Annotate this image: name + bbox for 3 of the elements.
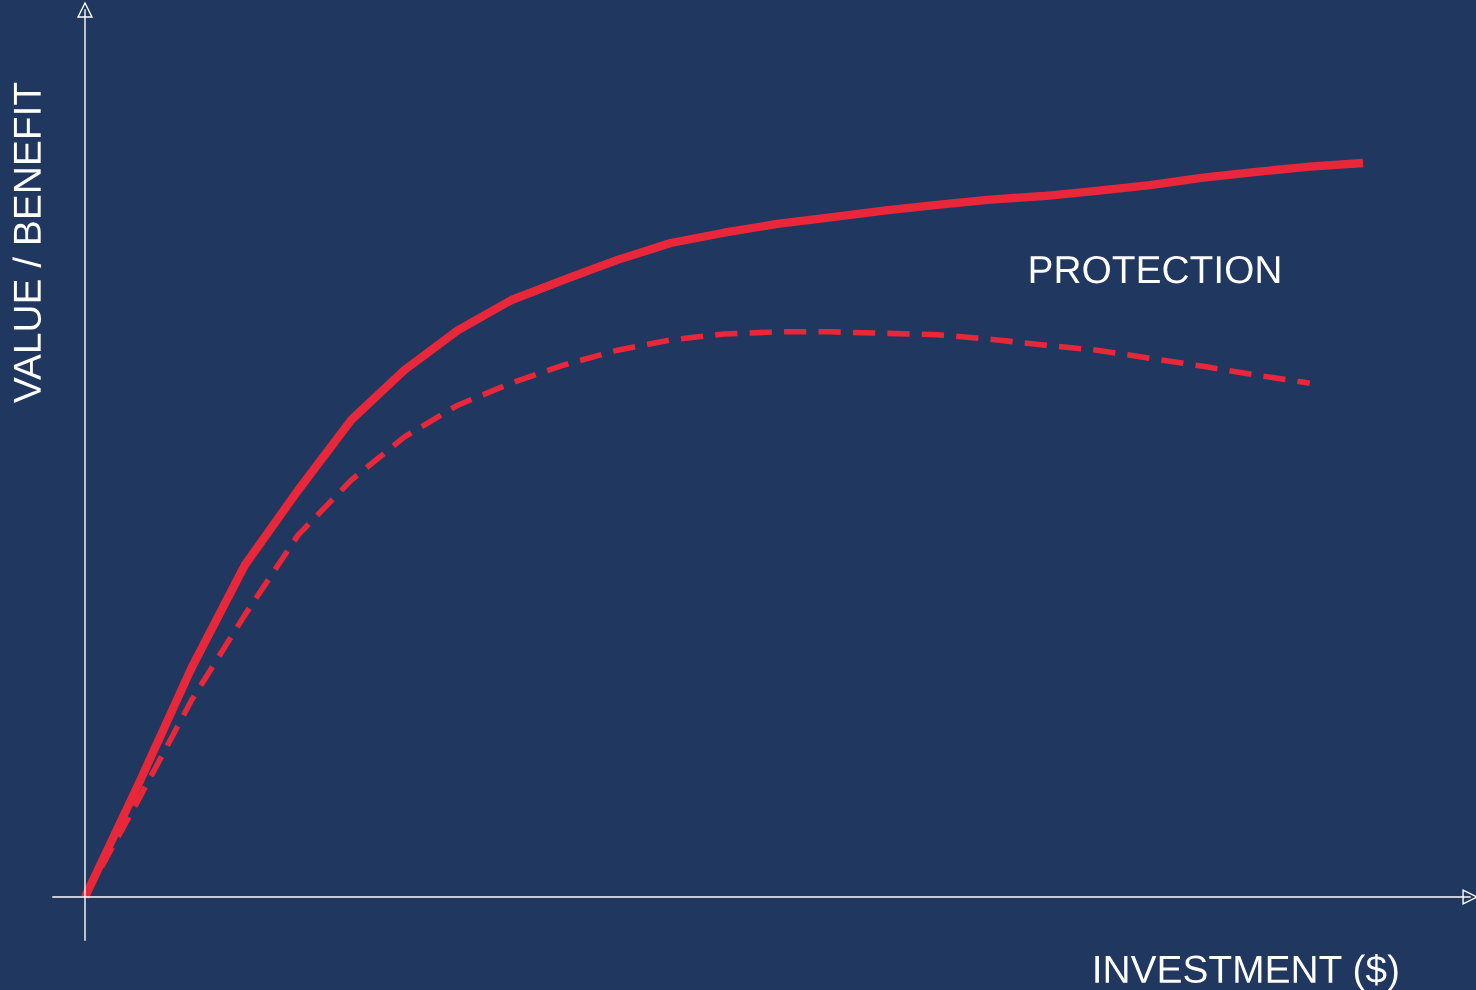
x-axis-title: INVESTMENT ($) xyxy=(1095,953,1398,990)
annotation: PROTECTION xyxy=(1030,255,1280,284)
y-axis-title: VALUE / BENEFIT xyxy=(12,82,42,403)
